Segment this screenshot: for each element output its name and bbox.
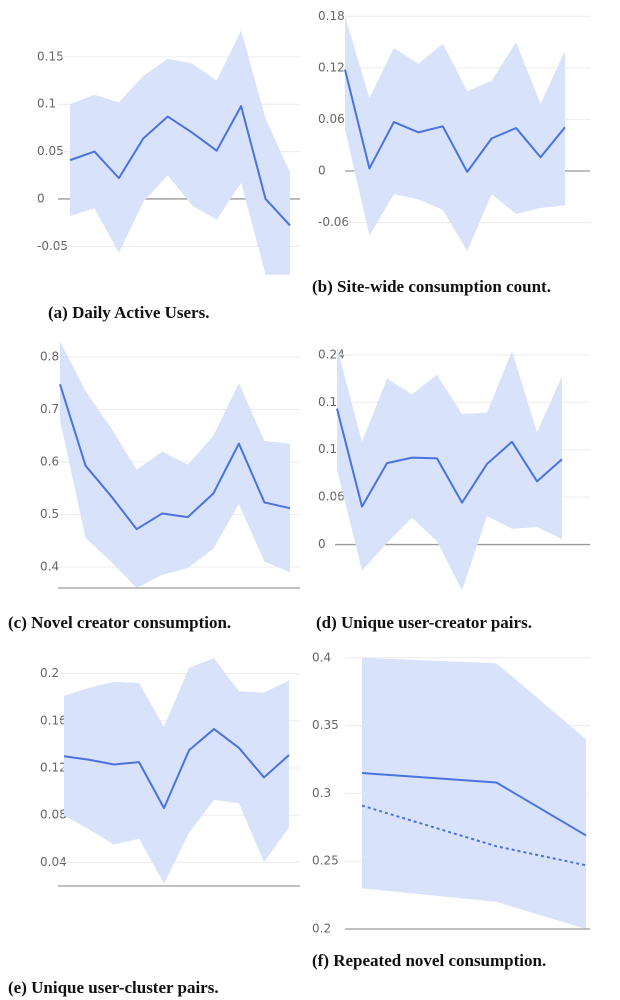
y-tick-label: 0.18 [318, 9, 345, 23]
caption: (e) Unique user-cluster pairs. [8, 978, 219, 997]
y-tick-label: 0.12 [40, 761, 67, 775]
y-tick-label: 0.06 [318, 112, 345, 126]
caption: (d) Unique user-creator pairs. [316, 613, 532, 632]
y-tick-label: 0 [318, 537, 326, 551]
confidence-band [60, 341, 290, 588]
y-tick-label: 0.1 [37, 97, 56, 111]
caption: (a) Daily Active Users. [48, 303, 210, 322]
y-tick-label: 0.8 [40, 350, 59, 364]
y-tick-label: 0.2 [312, 922, 331, 936]
y-tick-label: 0.4 [312, 650, 331, 664]
y-tick-label: 0.3 [312, 786, 331, 800]
series-line [69, 105, 291, 227]
confidence-band [64, 658, 289, 884]
y-tick-label: -0.06 [318, 215, 349, 229]
series-line [361, 804, 587, 867]
series-line [361, 772, 587, 837]
y-tick-label: 0.6 [40, 455, 59, 469]
y-tick-label: 0.5 [40, 507, 59, 521]
series-line [344, 69, 566, 173]
caption: (c) Novel creator consumption. [8, 613, 232, 632]
caption: (b) Site-wide consumption count. [312, 277, 551, 296]
y-tick-label: 0.25 [312, 854, 339, 868]
confidence-band [70, 30, 290, 275]
series-line [336, 408, 563, 508]
y-tick-label: 0.08 [40, 808, 67, 822]
y-tick-label: 0.16 [40, 713, 67, 727]
caption: (f) Repeated novel consumption. [312, 951, 547, 970]
y-tick-label: 0.15 [37, 49, 64, 63]
y-tick-label: 0.06 [318, 490, 345, 504]
y-tick-label: 0 [37, 191, 45, 205]
confidence-band [337, 346, 562, 591]
y-tick-label: 0.4 [40, 560, 59, 574]
y-tick-label: 0.04 [40, 855, 67, 869]
confidence-band [345, 16, 565, 251]
y-tick-label: 0.05 [37, 144, 64, 158]
y-tick-label: 0.12 [318, 60, 345, 74]
series-line [63, 728, 290, 810]
y-tick-label: -0.05 [37, 239, 68, 253]
y-tick-label: 0 [318, 164, 326, 178]
confidence-band [362, 657, 586, 929]
series-line [59, 384, 291, 531]
y-tick-label: 0.2 [40, 666, 59, 680]
y-tick-label: 0.7 [40, 402, 59, 416]
y-tick-label: 0.35 [312, 718, 339, 732]
